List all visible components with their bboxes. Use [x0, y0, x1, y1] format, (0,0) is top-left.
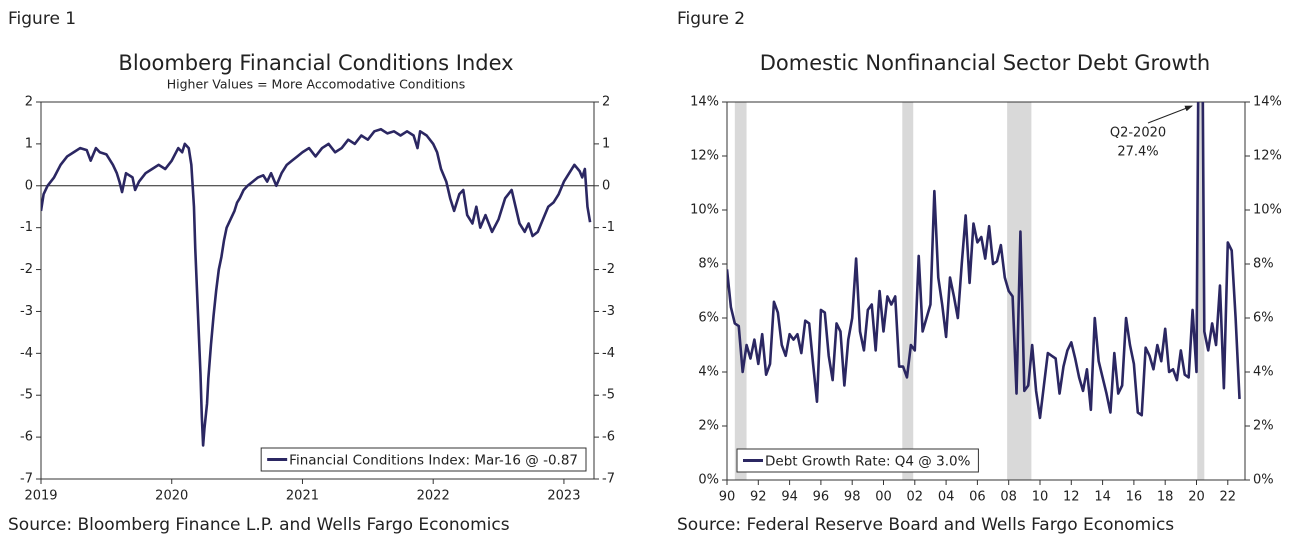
y-tick-label: 10% — [690, 203, 719, 218]
y2-tick-label: 2% — [1253, 419, 1274, 434]
y-tick-label: 2 — [25, 95, 33, 110]
chart: Figure 2 Domestic Nonfinancial Sector Deb… — [677, 9, 1282, 535]
y2-tick-label: 4% — [1253, 365, 1274, 380]
chart-subtitle: Higher Values = More Accomodative Condit… — [167, 77, 466, 92]
x-tick-label: 90 — [719, 490, 736, 505]
x-tick-label: 08 — [1000, 490, 1017, 505]
x-tick-label: 2019 — [24, 489, 57, 504]
data-line — [727, 102, 1241, 420]
y2-tick-label: 0% — [1253, 473, 1274, 488]
y2-tick-label: 2 — [602, 95, 610, 110]
y2-tick-label: 8% — [1253, 257, 1274, 272]
x-tick-label: 92 — [750, 490, 767, 505]
y-tick-label: -2 — [20, 262, 33, 277]
x-tick-label: 20 — [1188, 490, 1205, 505]
x-tick-label: 00 — [875, 490, 892, 505]
y2-tick-label: 6% — [1253, 311, 1274, 326]
y-tick-label: -6 — [20, 430, 33, 445]
annotation-arrow — [1147, 105, 1193, 124]
figure-label: Figure 1 — [8, 9, 76, 29]
y-tick-label: -1 — [20, 220, 33, 235]
x-tick-label: 98 — [844, 490, 861, 505]
x-tick-label: 18 — [1157, 490, 1174, 505]
chart-title: Domestic Nonfinancial Sector Debt Growth — [760, 51, 1211, 75]
y2-tick-label: -4 — [602, 346, 615, 361]
y2-tick-label: -7 — [602, 472, 615, 487]
y-tick-label: 14% — [690, 95, 719, 110]
x-tick-label: 2023 — [547, 489, 580, 504]
y-tick-label: -7 — [20, 472, 33, 487]
y2-tick-label: -2 — [602, 262, 615, 277]
legend-label: Financial Conditions Index: Mar-16 @ -0.… — [289, 453, 578, 469]
y2-tick-label: -6 — [602, 430, 615, 445]
y-tick-label: -4 — [20, 346, 33, 361]
chart: Figure 1 Bloomberg Financial Conditions I… — [8, 9, 615, 535]
y2-tick-label: -1 — [602, 220, 615, 235]
chart-title: Bloomberg Financial Conditions Index — [118, 51, 513, 75]
y2-tick-label: 14% — [1253, 95, 1282, 110]
y2-tick-label: 12% — [1253, 149, 1282, 164]
x-tick-label: 96 — [813, 490, 830, 505]
source-note: Source: Bloomberg Finance L.P. and Wells… — [8, 515, 510, 535]
x-tick-label: 14 — [1094, 490, 1111, 505]
y2-tick-label: 10% — [1253, 203, 1282, 218]
plot-frame — [40, 101, 595, 480]
legend-box — [736, 448, 979, 473]
recession-band — [734, 102, 747, 480]
y2-tick-label: -5 — [602, 388, 615, 403]
y-tick-label: 2% — [698, 419, 719, 434]
x-tick-label: 22 — [1220, 490, 1237, 505]
y-tick-label: 0 — [25, 178, 33, 193]
recession-band — [1197, 102, 1205, 480]
y-tick-label: 8% — [698, 257, 719, 272]
annotation-text: 27.4% — [1117, 145, 1158, 160]
y-tick-label: 4% — [698, 365, 719, 380]
x-tick-label: 16 — [1126, 490, 1143, 505]
x-tick-label: 02 — [907, 490, 924, 505]
y-tick-label: 0% — [698, 473, 719, 488]
y-tick-label: 12% — [690, 149, 719, 164]
y2-tick-label: -3 — [602, 304, 615, 319]
x-tick-label: 2020 — [155, 489, 188, 504]
figure-label: Figure 2 — [677, 9, 745, 29]
annotation-text: Q2-2020 — [1110, 126, 1166, 141]
y-tick-label: 6% — [698, 311, 719, 326]
y-tick-label: 1 — [25, 136, 33, 151]
x-tick-label: 12 — [1063, 490, 1080, 505]
x-tick-label: 2021 — [286, 489, 319, 504]
legend: Debt Growth Rate: Q4 @ 3.0% — [736, 448, 979, 473]
x-tick-label: 04 — [938, 490, 955, 505]
legend-label: Debt Growth Rate: Q4 @ 3.0% — [765, 454, 971, 470]
x-tick-label: 06 — [969, 490, 986, 505]
y-tick-label: -5 — [20, 388, 33, 403]
x-tick-label: 10 — [1032, 490, 1049, 505]
legend: Financial Conditions Index: Mar-16 @ -0.… — [260, 447, 587, 472]
recession-band — [902, 102, 914, 480]
data-line — [41, 127, 592, 447]
source-note: Source: Federal Reserve Board and Wells … — [677, 515, 1174, 535]
legend-box — [260, 447, 587, 472]
y2-tick-label: 1 — [602, 136, 610, 151]
x-tick-label: 2022 — [417, 489, 450, 504]
plot-frame — [726, 101, 1246, 481]
x-tick-label: 94 — [781, 490, 798, 505]
y2-tick-label: 0 — [602, 178, 610, 193]
y-tick-label: -3 — [20, 304, 33, 319]
